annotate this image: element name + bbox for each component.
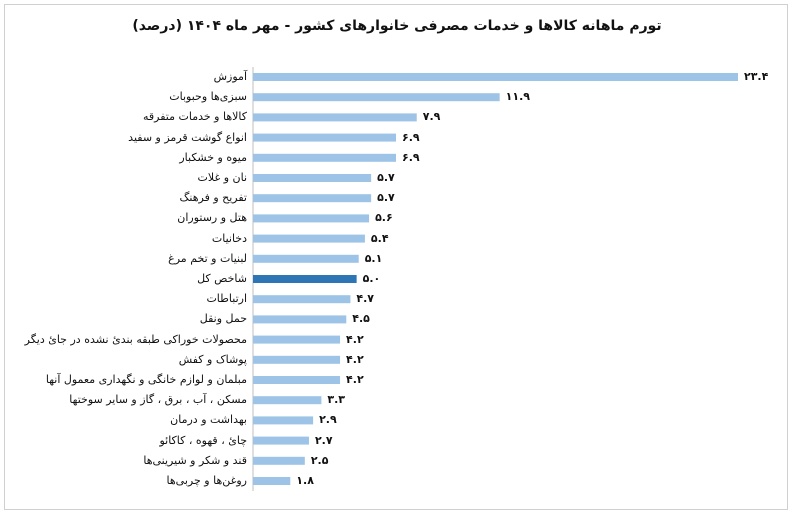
- category-label: مسکن ، آب ، برق ، گاز و سایر سوختها: [69, 393, 247, 407]
- bar: [253, 396, 322, 405]
- category-label: حمل ونقل: [199, 312, 247, 326]
- category-label: کالاها و خدمات متفرقه: [143, 110, 247, 124]
- bar: [253, 335, 341, 344]
- data-label: ۲.۵: [310, 453, 329, 467]
- category-label: میوه و خشکبار: [179, 150, 247, 164]
- bar: [253, 214, 370, 223]
- data-label: ۲.۹: [319, 413, 337, 427]
- bar: [253, 456, 305, 465]
- bar: [253, 153, 397, 162]
- bar: [253, 234, 365, 243]
- data-label: ۲.۷: [314, 433, 333, 447]
- data-label: ۲۳.۴: [744, 70, 769, 83]
- category-label: روغن‌ها و چربی‌ها: [166, 474, 247, 487]
- data-label: ۵.۶: [375, 211, 393, 225]
- category-label: شاخص کل: [197, 272, 247, 285]
- category-label: ارتباطات: [206, 292, 247, 306]
- bar: [253, 113, 417, 122]
- data-label: ۵.۷: [377, 191, 395, 205]
- data-label: ۱۱.۹: [505, 90, 530, 104]
- bar: [253, 416, 314, 425]
- bar: [253, 355, 341, 364]
- data-label: ۵.۴: [370, 231, 389, 245]
- category-label: هتل و رستوران: [177, 211, 247, 225]
- data-label: ۱.۸: [296, 474, 314, 487]
- data-label: ۴.۲: [346, 332, 364, 346]
- bar: [253, 174, 372, 182]
- category-label: آموزش: [213, 70, 247, 83]
- category-label: تفریح و فرهنگ: [179, 191, 247, 205]
- data-label: ۴.۲: [346, 352, 364, 366]
- data-label: ۴.۲: [346, 373, 364, 386]
- bar: [253, 436, 309, 445]
- data-label: ۵.۷: [377, 171, 395, 184]
- bar: [253, 295, 351, 304]
- bar: [253, 133, 397, 142]
- category-label: محصولات خوراکی طبقه بندیٔ نشده در جایٔ د…: [24, 332, 247, 346]
- data-label: ۴.۵: [352, 312, 370, 326]
- chart-title: تورم ماهانه کالاها و خدمات مصرفی خانواره…: [132, 18, 662, 34]
- bar: [253, 194, 372, 203]
- bar: [253, 477, 291, 485]
- data-label: ۵.۱: [364, 251, 383, 265]
- category-label: انواع گوشت قرمز و سفید: [128, 130, 247, 144]
- bar: [253, 93, 500, 102]
- category-label: دخانیات: [211, 231, 247, 245]
- bar: [253, 315, 347, 324]
- category-label: چایٔ ، قهوه ، کاکائو: [159, 433, 247, 447]
- bar: [253, 275, 357, 283]
- bar: [253, 376, 341, 384]
- chart-frame: [4, 4, 788, 510]
- category-label: سبزی‌ها وحبوبات: [169, 90, 247, 104]
- category-label: بهداشت و درمان: [170, 413, 247, 427]
- category-label: لبنیات و تخم مرغ: [168, 251, 247, 265]
- data-label: ۶.۹: [402, 150, 420, 164]
- bar: [253, 73, 738, 81]
- data-label: ۴.۷: [356, 292, 375, 306]
- data-label: ۷.۹: [422, 110, 441, 124]
- category-label: قند و شکر و شیرینی‌ها: [143, 453, 247, 467]
- bar: [253, 254, 359, 263]
- category-label: پوشاک و کفش: [178, 352, 247, 366]
- category-label: مبلمان و لوازم خانگی و نگهداری معمول آنه…: [45, 373, 247, 386]
- data-label: ۵.۰: [362, 272, 381, 285]
- category-label: نان و غلات: [197, 171, 247, 184]
- data-label: ۶.۹: [402, 130, 420, 144]
- data-label: ۳.۳: [327, 393, 345, 407]
